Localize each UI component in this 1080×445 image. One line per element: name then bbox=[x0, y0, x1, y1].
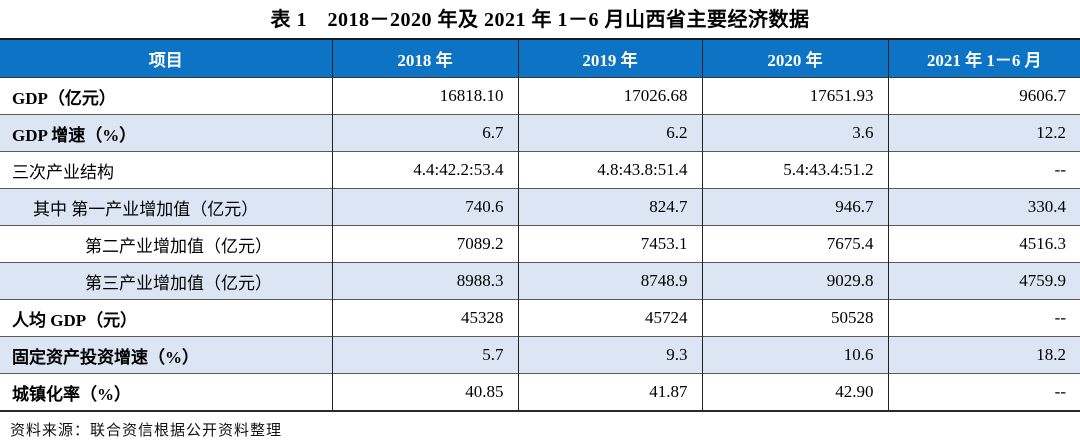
table-body: GDP（亿元） 16818.10 17026.68 17651.93 9606.7 GDP… bbox=[0, 77, 1080, 411]
source-note: 资料来源：联合资信根据公开资料整理 bbox=[10, 423, 283, 439]
row-label: 其中 第一产业增加值（亿元） bbox=[0, 188, 332, 226]
row-label: 第三产业增加值（亿元） bbox=[0, 262, 332, 300]
cell-value: -- bbox=[887, 373, 1080, 411]
row-label: 三次产业结构 bbox=[0, 151, 332, 189]
economic-data-table: 项目 2018 年 2019 年 2020 年 2021 年 1－6 月 GDP（亿元）… bbox=[0, 38, 1080, 412]
cell-value: 17026.68 bbox=[517, 77, 702, 115]
cell-value: 7453.1 bbox=[517, 225, 702, 263]
cell-value: 45724 bbox=[517, 299, 702, 337]
table-row: 其中 第一产业增加值（亿元） 740.6 824.7 946.7 330.4 bbox=[0, 188, 1080, 226]
cell-value: -- bbox=[887, 299, 1080, 337]
column-header-period: 2020 年 bbox=[701, 39, 888, 78]
table-header: 项目 2018 年 2019 年 2020 年 2021 年 1－6 月 bbox=[0, 39, 1080, 78]
column-header-item: 项目 bbox=[0, 39, 332, 78]
table-header-row: 项目 2018 年 2019 年 2020 年 2021 年 1－6 月 bbox=[0, 39, 1080, 78]
cell-value: 9606.7 bbox=[887, 77, 1080, 115]
cell-value: 6.7 bbox=[331, 114, 518, 152]
table-row: 第三产业增加值（亿元） 8988.3 8748.9 9029.8 4759.9 bbox=[0, 262, 1080, 300]
cell-value: 45328 bbox=[331, 299, 518, 337]
table-row: 人均 GDP（元） 45328 45724 50528 -- bbox=[0, 299, 1080, 337]
cell-value: 8748.9 bbox=[517, 262, 702, 300]
column-header-period: 2019 年 bbox=[517, 39, 702, 78]
row-label: GDP（亿元） bbox=[0, 77, 332, 115]
cell-value: 3.6 bbox=[701, 114, 888, 152]
cell-value: 4516.3 bbox=[887, 225, 1080, 263]
cell-value: 42.90 bbox=[701, 373, 888, 411]
column-header-period: 2018 年 bbox=[331, 39, 518, 78]
table-row: GDP（亿元） 16818.10 17026.68 17651.93 9606.7 bbox=[0, 77, 1080, 115]
cell-value: 12.2 bbox=[887, 114, 1080, 152]
cell-value: -- bbox=[887, 151, 1080, 189]
column-header-period: 2021 年 1－6 月 bbox=[887, 39, 1080, 78]
cell-value: 18.2 bbox=[887, 336, 1080, 374]
cell-value: 8988.3 bbox=[331, 262, 518, 300]
cell-value: 5.4:43.4:51.2 bbox=[701, 151, 888, 189]
cell-value: 5.7 bbox=[331, 336, 518, 374]
cell-value: 6.2 bbox=[517, 114, 702, 152]
cell-value: 946.7 bbox=[701, 188, 888, 226]
cell-value: 10.6 bbox=[701, 336, 888, 374]
cell-value: 7089.2 bbox=[331, 225, 518, 263]
cell-value: 4.4:42.2:53.4 bbox=[331, 151, 518, 189]
table-row: 三次产业结构 4.4:42.2:53.4 4.8:43.8:51.4 5.4:43.4… bbox=[0, 151, 1080, 189]
cell-value: 50528 bbox=[701, 299, 888, 337]
cell-value: 4759.9 bbox=[887, 262, 1080, 300]
table-row: 城镇化率（%） 40.85 41.87 42.90 -- bbox=[0, 373, 1080, 411]
row-label: 固定资产投资增速（%） bbox=[0, 336, 332, 374]
table-row: 固定资产投资增速（%） 5.7 9.3 10.6 18.2 bbox=[0, 336, 1080, 374]
cell-value: 4.8:43.8:51.4 bbox=[517, 151, 702, 189]
cell-value: 740.6 bbox=[331, 188, 518, 226]
table-title: 表 1 2018－2020 年及 2021 年 1－6 月山西省主要经济数据 bbox=[270, 9, 810, 31]
cell-value: 330.4 bbox=[887, 188, 1080, 226]
cell-value: 17651.93 bbox=[701, 77, 888, 115]
cell-value: 41.87 bbox=[517, 373, 702, 411]
row-label: 城镇化率（%） bbox=[0, 373, 332, 411]
cell-value: 824.7 bbox=[517, 188, 702, 226]
cell-value: 40.85 bbox=[331, 373, 518, 411]
row-label: GDP 增速（%） bbox=[0, 114, 332, 152]
table-row: GDP 增速（%） 6.7 6.2 3.6 12.2 bbox=[0, 114, 1080, 152]
row-label: 人均 GDP（元） bbox=[0, 299, 332, 337]
cell-value: 9029.8 bbox=[701, 262, 888, 300]
cell-value: 9.3 bbox=[517, 336, 702, 374]
cell-value: 16818.10 bbox=[331, 77, 518, 115]
row-label: 第二产业增加值（亿元） bbox=[0, 225, 332, 263]
table-row: 第二产业增加值（亿元） 7089.2 7453.1 7675.4 4516.3 bbox=[0, 225, 1080, 263]
cell-value: 7675.4 bbox=[701, 225, 888, 263]
